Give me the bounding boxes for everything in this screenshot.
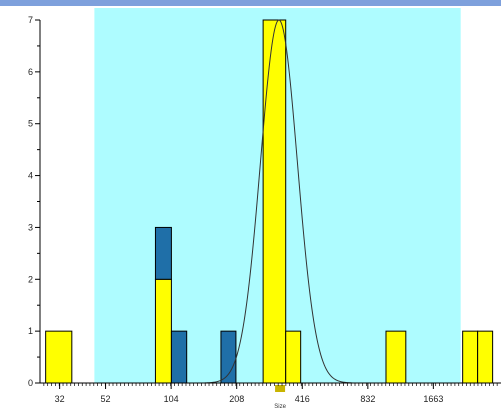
bars-layer	[45, 19, 494, 384]
y-tick-label: 5	[28, 119, 33, 129]
y-tick-label: 2	[28, 274, 33, 284]
bar-primary-5	[285, 330, 302, 384]
fit-curve	[204, 19, 353, 384]
bar-primary-4	[262, 19, 287, 384]
bar-secondary-3	[220, 330, 237, 384]
bar-primary-8	[477, 330, 494, 384]
y-tick-label: 0	[28, 378, 33, 388]
highlight-marker	[275, 385, 286, 392]
axes: 0 1 2 3 4 5 6 7 32 52 104 208 416 832 1663	[28, 15, 501, 404]
x-tick-label: 832	[360, 394, 375, 404]
title-bar	[0, 0, 501, 6]
x-tick-label: 416	[295, 394, 310, 404]
bar-primary-1	[154, 278, 172, 384]
y-tick-label: 1	[28, 326, 33, 336]
y-tick-label: 7	[28, 15, 33, 25]
y-tick-label: 6	[28, 67, 33, 77]
x-tick-label: 32	[55, 394, 65, 404]
bar-primary-7	[462, 330, 479, 384]
x-tick-label: 1663	[423, 394, 443, 404]
x-tick-label: 208	[229, 394, 244, 404]
y-tick-label: 3	[28, 222, 33, 232]
y-tick-label: 4	[28, 171, 33, 181]
bar-primary-6	[385, 330, 407, 384]
bar-secondary-1	[154, 226, 172, 280]
bar-secondary-2	[170, 330, 188, 384]
x-axis-title: Size	[274, 404, 286, 410]
x-tick-label: 104	[164, 394, 179, 404]
bar-primary-0	[45, 330, 73, 384]
x-tick-label: 52	[101, 394, 111, 404]
